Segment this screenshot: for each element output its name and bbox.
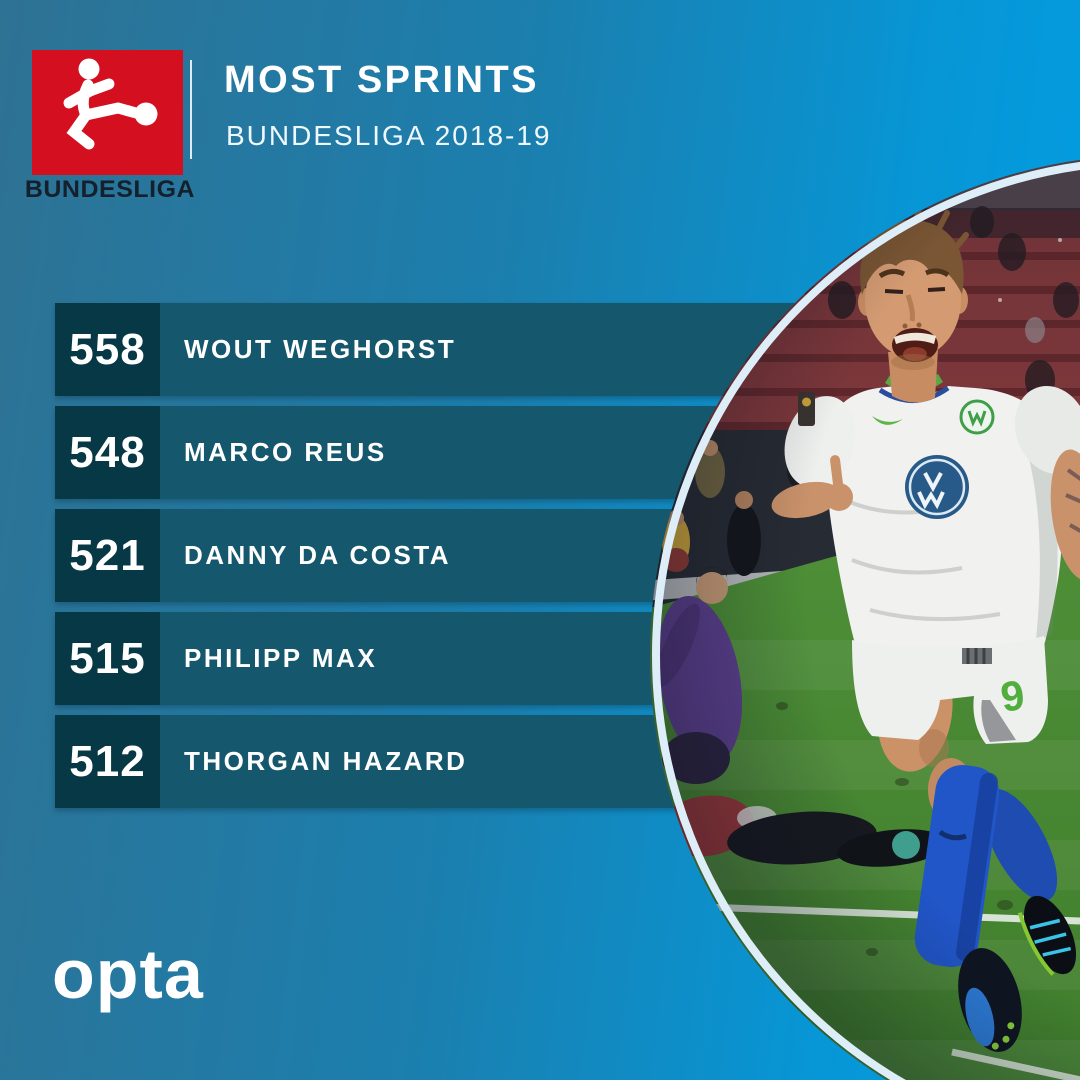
- opta-logo: opta: [52, 935, 204, 1013]
- bundesliga-logo-icon: [32, 50, 183, 175]
- player-name: THORGAN HAZARD: [184, 746, 468, 776]
- player-name: PHILIPP MAX: [184, 643, 378, 673]
- sprint-count: 515: [55, 612, 160, 705]
- player-name: MARCO REUS: [184, 437, 387, 467]
- player-name: DANNY DA COSTA: [184, 540, 452, 570]
- page-subtitle: BUNDESLIGA 2018-19: [226, 120, 552, 151]
- sprint-count: 512: [55, 715, 160, 808]
- ranking-row-2: 548 MARCO REUS: [55, 406, 815, 499]
- sprint-count: 548: [55, 406, 160, 499]
- page-title: MOST SPRINTS: [224, 59, 540, 101]
- ranking-row-1: 558 WOUT WEGHORST: [55, 303, 815, 396]
- sprint-count: 558: [55, 303, 160, 396]
- bundesliga-kicker-icon: [63, 58, 158, 150]
- player-photo-illustration: 9: [650, 155, 1080, 1080]
- player-photo: 9: [650, 155, 1080, 1080]
- player-name: WOUT WEGHORST: [184, 334, 457, 364]
- photo-circle-rim: [652, 162, 1080, 1080]
- header-divider: [190, 60, 192, 159]
- bundesliga-wordmark: BUNDESLIGA: [24, 176, 196, 203]
- sprint-count: 521: [55, 509, 160, 602]
